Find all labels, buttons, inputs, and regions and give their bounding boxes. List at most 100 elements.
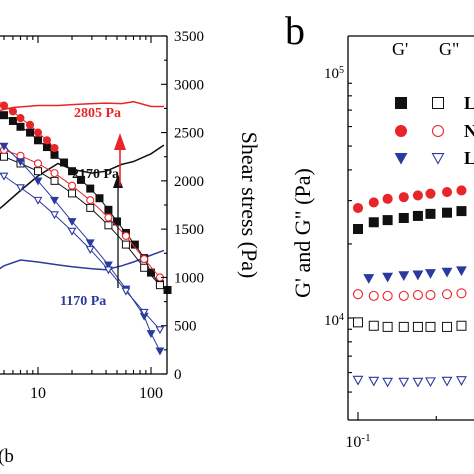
modulus-point-3-6: [34, 136, 42, 145]
b-point-4-7: [456, 320, 467, 331]
x-tick-label-1e-1: 10-1: [345, 432, 370, 451]
b-point-4-6: [442, 321, 453, 332]
left-y-axis-label: G' and G" (Pa): [290, 168, 315, 298]
y-tick-label-500: 500: [174, 319, 197, 335]
modulus-point-8-7: [103, 266, 113, 275]
b-point-0-3: [398, 192, 409, 203]
modulus-point-6-4: [50, 169, 59, 178]
b-point-2-2: [398, 271, 410, 282]
legend-marker-0: [395, 97, 407, 109]
stress-curve-0: [0, 100, 164, 112]
b-point-0-4: [412, 190, 423, 201]
modulus-point-8-5: [67, 227, 77, 236]
modulus-point-5-3: [8, 107, 17, 116]
modulus-point-4-5: [68, 189, 77, 198]
modulus-point-3-5: [26, 128, 35, 137]
modulus-point-4-3: [34, 167, 42, 176]
b-point-3-4: [412, 289, 423, 301]
b-point-1-2: [382, 215, 393, 226]
modulus-point-8-2: [16, 184, 25, 193]
b-point-5-2: [382, 377, 394, 388]
modulus-point-3-8: [50, 150, 59, 159]
b-point-3-3: [398, 290, 409, 301]
b-point-1-3: [398, 212, 409, 223]
b-point-4-0: [353, 317, 363, 328]
modulus-point-3-19: [147, 268, 155, 277]
modulus-point-5-8: [50, 143, 59, 153]
legend-label-2: N: [464, 121, 474, 141]
x-ticks: 10 100: [3, 36, 163, 402]
modulus-point-3-17: [130, 240, 139, 249]
legend-marker-5: [431, 153, 445, 165]
modulus-point-8-6: [85, 246, 95, 255]
b-point-0-7: [456, 185, 467, 196]
b-point-3-0: [352, 289, 364, 300]
modulus-point-3-4: [16, 122, 25, 131]
modulus-point-6-3: [33, 159, 43, 168]
modulus-point-5-6: [33, 128, 43, 137]
x-tick-label-100: 100: [139, 385, 163, 402]
modulus-point-4-8: [121, 240, 130, 249]
legend-label-3: L: [464, 148, 474, 168]
b-point-0-5: [425, 188, 436, 199]
y-tick-label-1e4: 104: [324, 312, 344, 330]
modulus-point-6-8: [121, 231, 130, 240]
legend-markers: [394, 97, 445, 165]
b-point-1-1: [368, 217, 379, 228]
b-point-5-1: [368, 376, 380, 387]
b-point-1-6: [442, 207, 453, 218]
b-point-5-3: [398, 377, 410, 388]
b-point-4-5: [425, 321, 436, 332]
b-point-2-4: [425, 269, 436, 279]
modulus-point-3-9: [60, 158, 69, 167]
modulus-point-4-1: [0, 152, 8, 161]
y-tick-label-2500: 2500: [174, 126, 204, 142]
modulus-point-8-10: [155, 326, 165, 335]
b-point-2-5: [441, 267, 453, 278]
b-point-1-7: [456, 206, 467, 217]
b-point-5-0: [352, 375, 364, 386]
log-x-ticks: [357, 412, 437, 420]
modulus-point-3-14: [104, 205, 113, 214]
modulus-point-6-6: [86, 196, 95, 205]
x-tick-label-10: 10: [30, 385, 46, 402]
modulus-point-6-5: [67, 181, 77, 190]
legend-marker-4: [394, 153, 408, 165]
b-point-2-6: [456, 266, 467, 277]
modulus-point-8-4: [50, 211, 59, 220]
b-point-5-6: [441, 376, 453, 387]
modulus-point-5-5: [25, 120, 35, 129]
legend-marker-3: [431, 124, 445, 138]
modulus-point-7-2: [16, 158, 25, 167]
y-tick-label-1500: 1500: [174, 222, 204, 238]
modulus-point-5-2: [0, 101, 9, 110]
modulus-point-4-6: [86, 203, 95, 212]
b-point-4-4: [412, 321, 423, 332]
b-point-2-0: [363, 274, 375, 284]
stress-curves: [0, 100, 165, 271]
modulus-point-3-12: [86, 184, 95, 193]
stress-curve-1: [0, 144, 165, 210]
annotation-2805: 2805 Pa: [74, 106, 121, 121]
b-point-0-0: [352, 202, 364, 214]
b-point-3-7: [456, 288, 467, 299]
panel-b: b 105 104 10-1 G' and G" (Pa) G' G" L N …: [285, 8, 474, 451]
legend-marker-2: [394, 124, 408, 138]
modulus-point-4-4: [50, 176, 59, 185]
modulus-point-7-11: [155, 347, 165, 356]
modulus-point-4-10: [155, 281, 164, 290]
x-axis-label-fragment: (b: [0, 446, 14, 467]
b-point-3-1: [368, 290, 379, 301]
modulus-point-8-9: [139, 308, 149, 317]
panel-b-label: b: [285, 8, 305, 53]
y-tick-label-3500: 3500: [174, 29, 204, 45]
b-point-2-1: [382, 272, 394, 283]
b-point-0-2: [382, 193, 393, 204]
b-point-4-1: [368, 320, 379, 331]
panel-a: 2805 Pa 2170 Pa 1170 Pa 0 500 1000 1500 2000…: [0, 29, 262, 467]
modulus-point-8-8: [121, 287, 131, 296]
modulus-point-3-13: [95, 194, 104, 203]
b-point-2-3: [412, 270, 424, 281]
modulus-point-3-10: [68, 167, 77, 176]
